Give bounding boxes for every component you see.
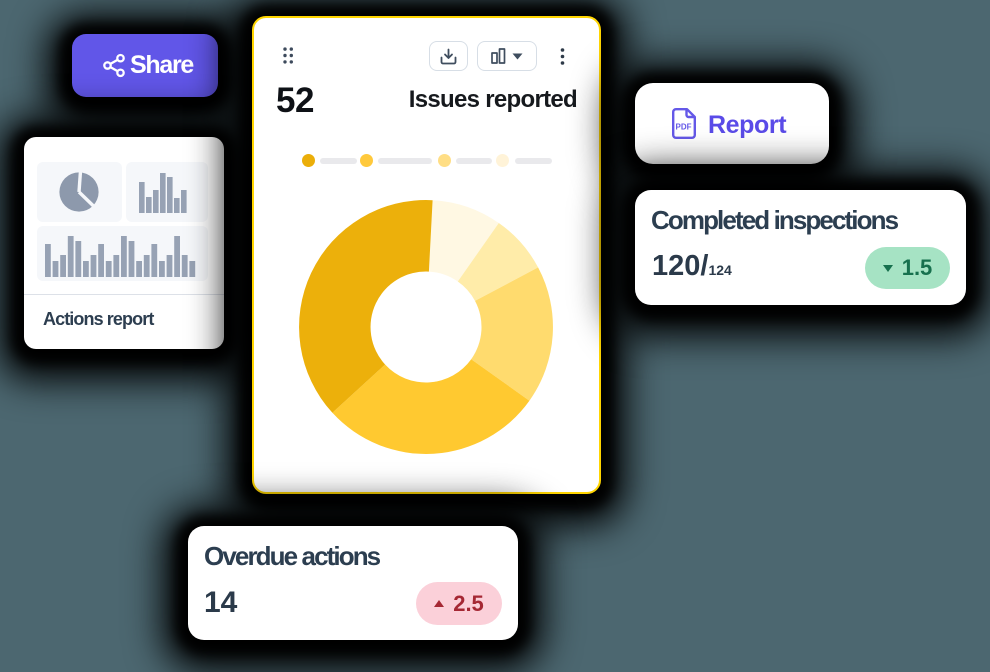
svg-text:PDF: PDF xyxy=(676,123,692,132)
